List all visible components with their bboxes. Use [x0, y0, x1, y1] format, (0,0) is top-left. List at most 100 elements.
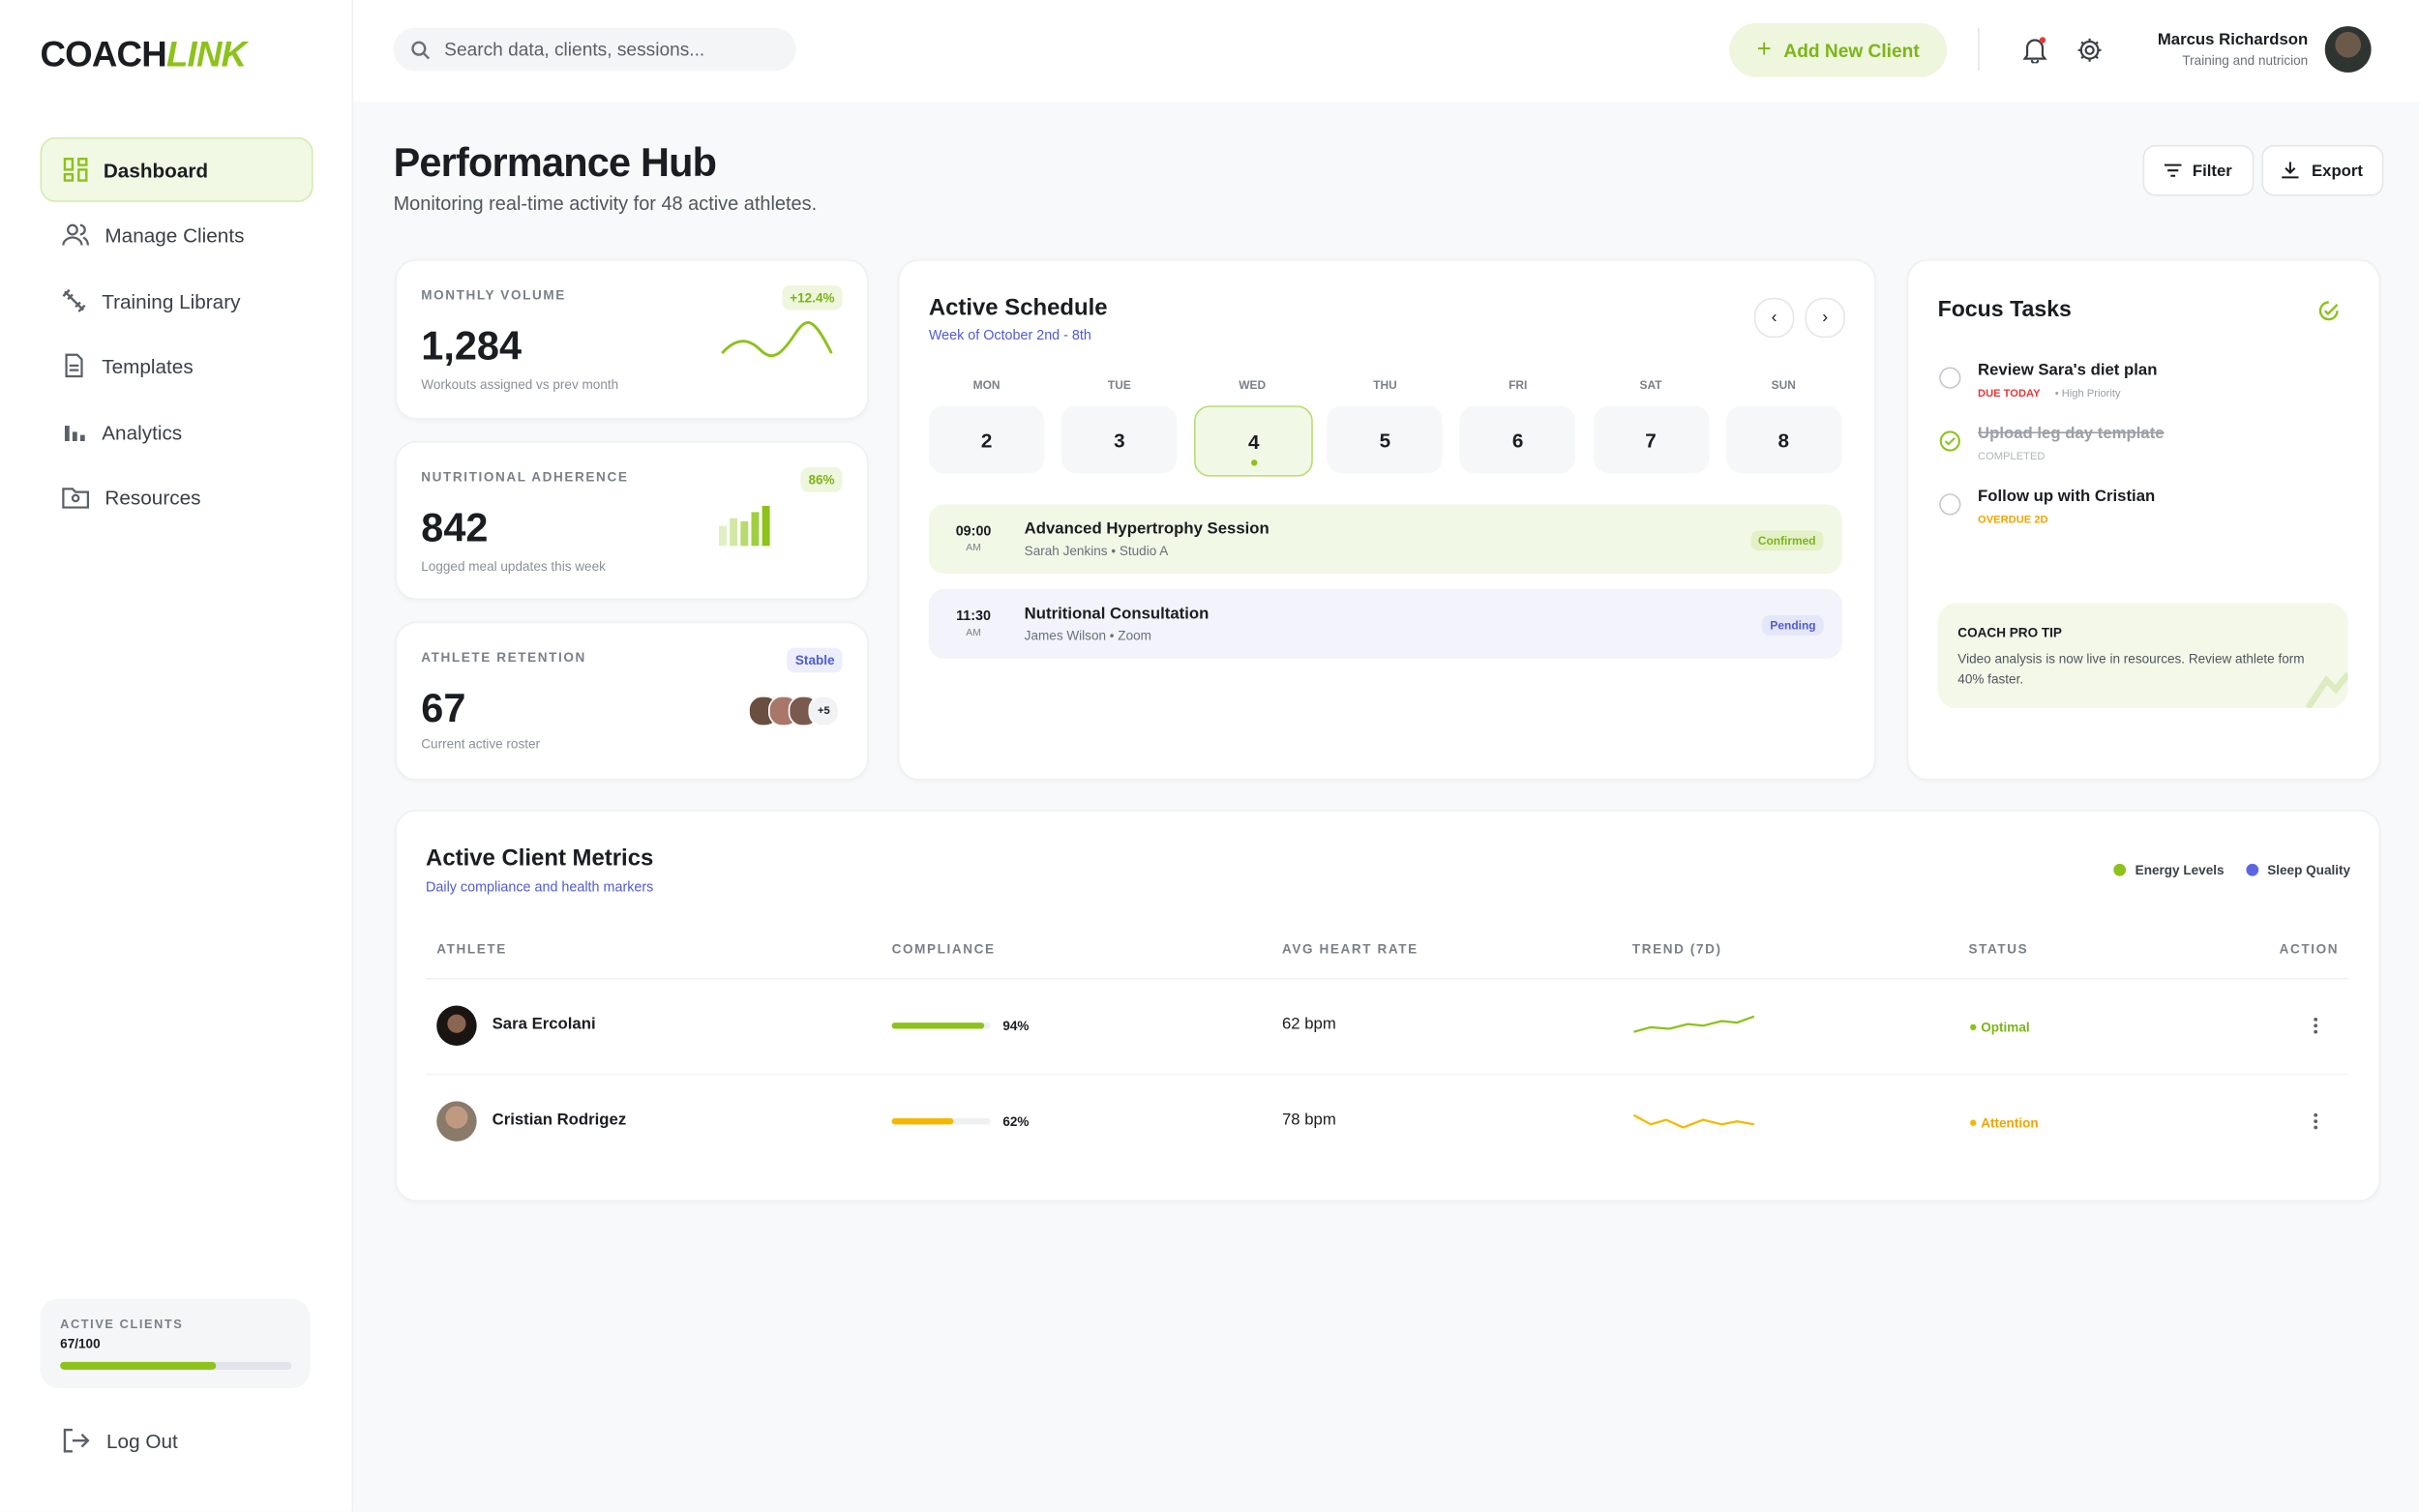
active-clients-box: ACTIVE CLIENTS 67/100 — [40, 1298, 311, 1388]
compliance-track — [891, 1023, 991, 1029]
nav-item[interactable]: Analytics — [40, 401, 310, 463]
day-date: 8 — [1777, 428, 1790, 452]
session[interactable]: 11:30 AM Nutritional Consultation James … — [928, 589, 1842, 659]
column-header: STATUS — [1968, 940, 2029, 957]
day-button[interactable]: 3 — [1061, 405, 1178, 474]
more-athletes: +5 — [808, 696, 840, 726]
mini-bars — [718, 505, 770, 547]
column-header: ATHLETE — [436, 940, 507, 957]
page-subtitle: Monitoring real-time activity for 48 act… — [393, 193, 818, 215]
task-checkbox[interactable] — [1939, 493, 1961, 516]
pro-tip-text: Video analysis is now live in resources.… — [1957, 650, 2305, 687]
stat-card: NUTRITIONAL ADHERENCE 86% 842 Logged mea… — [395, 440, 869, 601]
athlete-name[interactable]: Sara Ercolani — [492, 1015, 596, 1034]
day-date: 7 — [1645, 428, 1657, 452]
stat-card: ATHLETE RETENTION Stable 67 Current acti… — [395, 621, 869, 781]
search[interactable]: Search data, clients, sessions... — [393, 27, 796, 72]
task-tag: OVERDUE 2D — [1978, 515, 2048, 526]
session-detail: Sarah Jenkins • Studio A — [1024, 543, 1169, 559]
metrics-subtitle: Daily compliance and health markers — [426, 878, 654, 895]
row-divider — [426, 1073, 2348, 1076]
plus-icon: + — [1756, 36, 1772, 63]
session-detail: James Wilson • Zoom — [1024, 627, 1151, 643]
session-title: Nutritional Consultation — [1024, 605, 1210, 624]
status: Optimal — [1970, 1020, 2030, 1035]
stat-card: MONTHLY VOLUME +12.4% 1,284 Workouts ass… — [395, 258, 869, 420]
pro-tip: COACH PRO TIP Video analysis is now live… — [1937, 603, 2348, 708]
export-label: Export — [2311, 161, 2364, 180]
row-action[interactable] — [2313, 1112, 2318, 1131]
day-name: WED — [1239, 377, 1267, 392]
row-action[interactable] — [2313, 1017, 2318, 1035]
tasks-card: Focus Tasks Review Sara's diet plan DUE … — [1906, 258, 2381, 781]
next-week[interactable]: › — [1805, 297, 1845, 339]
heart-rate: 62 bpm — [1281, 1015, 1336, 1034]
athlete-avatar — [436, 1005, 477, 1047]
status-label: Optimal — [1981, 1019, 2030, 1035]
session-status: Confirmed — [1749, 530, 1824, 551]
status-label: Attention — [1981, 1114, 2039, 1131]
logo[interactable]: COACHLINK — [40, 34, 247, 75]
day-button[interactable]: 6 — [1459, 405, 1576, 474]
notifications[interactable] — [2022, 36, 2047, 64]
session-status: Pending — [1762, 615, 1824, 636]
filter-label: Filter — [2192, 161, 2232, 180]
day-name: SUN — [1771, 377, 1796, 392]
metrics-card: Active Client Metrics Daily compliance a… — [395, 810, 2381, 1202]
task-title: Review Sara's diet plan — [1978, 361, 2158, 380]
nav-label: Dashboard — [103, 158, 209, 182]
prev-week[interactable]: ‹ — [1753, 297, 1795, 339]
task-checkbox[interactable] — [1939, 367, 1961, 389]
day-name: MON — [972, 377, 1000, 392]
day-name: FRI — [1508, 377, 1528, 392]
filter-button[interactable]: Filter — [2142, 144, 2255, 196]
user-info[interactable]: Marcus Richardson Training and nutricion — [2158, 31, 2308, 68]
athlete-name[interactable]: Cristian Rodrigez — [492, 1110, 627, 1130]
nav-label: Resources — [105, 485, 201, 509]
schedule-card: Active Schedule Week of October 2nd - 8t… — [897, 258, 1876, 781]
compliance-value: 62% — [1002, 1113, 1030, 1130]
nav-item[interactable]: Templates — [40, 335, 310, 397]
session[interactable]: 09:00 AM Advanced Hypertrophy Session Sa… — [928, 504, 1842, 575]
column-header: AVG HEART RATE — [1281, 940, 1419, 957]
nav-item[interactable]: Training Library — [40, 270, 310, 332]
day-button[interactable]: 2 — [928, 405, 1045, 474]
session-time: 09:00 — [955, 522, 992, 539]
schedule-subtitle: Week of October 2nd - 8th — [928, 327, 1091, 342]
day-button[interactable]: 4 — [1194, 405, 1314, 477]
day-button[interactable]: 8 — [1725, 405, 1842, 474]
nav-label: Manage Clients — [105, 222, 245, 247]
session-time: 11:30 — [956, 608, 992, 624]
day-name: TUE — [1107, 377, 1131, 392]
stat-value: 67 — [421, 684, 466, 731]
day-date: 4 — [1247, 430, 1260, 453]
nav-item[interactable]: Dashboard — [40, 136, 314, 202]
sparkline — [721, 321, 833, 357]
stat-value: 842 — [421, 504, 489, 551]
stat-label: NUTRITIONAL ADHERENCE — [421, 468, 629, 485]
divider — [1978, 27, 1980, 72]
user-name: Marcus Richardson — [2157, 30, 2309, 50]
nav-label: Analytics — [102, 420, 183, 444]
trend-sparkline — [1633, 1015, 1755, 1033]
session-period: AM — [966, 543, 981, 554]
day-button[interactable]: 5 — [1327, 405, 1444, 474]
status-dot — [1970, 1119, 1977, 1126]
day-button[interactable]: 7 — [1593, 405, 1709, 474]
logout[interactable]: Log Out — [62, 1427, 178, 1455]
task-checkbox[interactable] — [1939, 430, 1960, 452]
stat-caption: Logged meal updates this week — [421, 558, 606, 575]
nav-label: Templates — [102, 353, 194, 377]
nav-item[interactable]: Resources — [40, 466, 310, 528]
add-client-button[interactable]: + Add New Client — [1729, 22, 1948, 77]
export-button[interactable]: Export — [2261, 144, 2384, 196]
compliance-track — [891, 1117, 991, 1125]
user-avatar[interactable] — [2324, 26, 2372, 73]
legend-label: Energy Levels — [2135, 862, 2225, 878]
nav-item[interactable]: Manage Clients — [40, 203, 310, 265]
logo-main: COACH — [40, 34, 166, 74]
progress-fill — [60, 1361, 216, 1370]
settings[interactable] — [2076, 37, 2103, 63]
tasks-icon[interactable] — [2318, 301, 2340, 322]
